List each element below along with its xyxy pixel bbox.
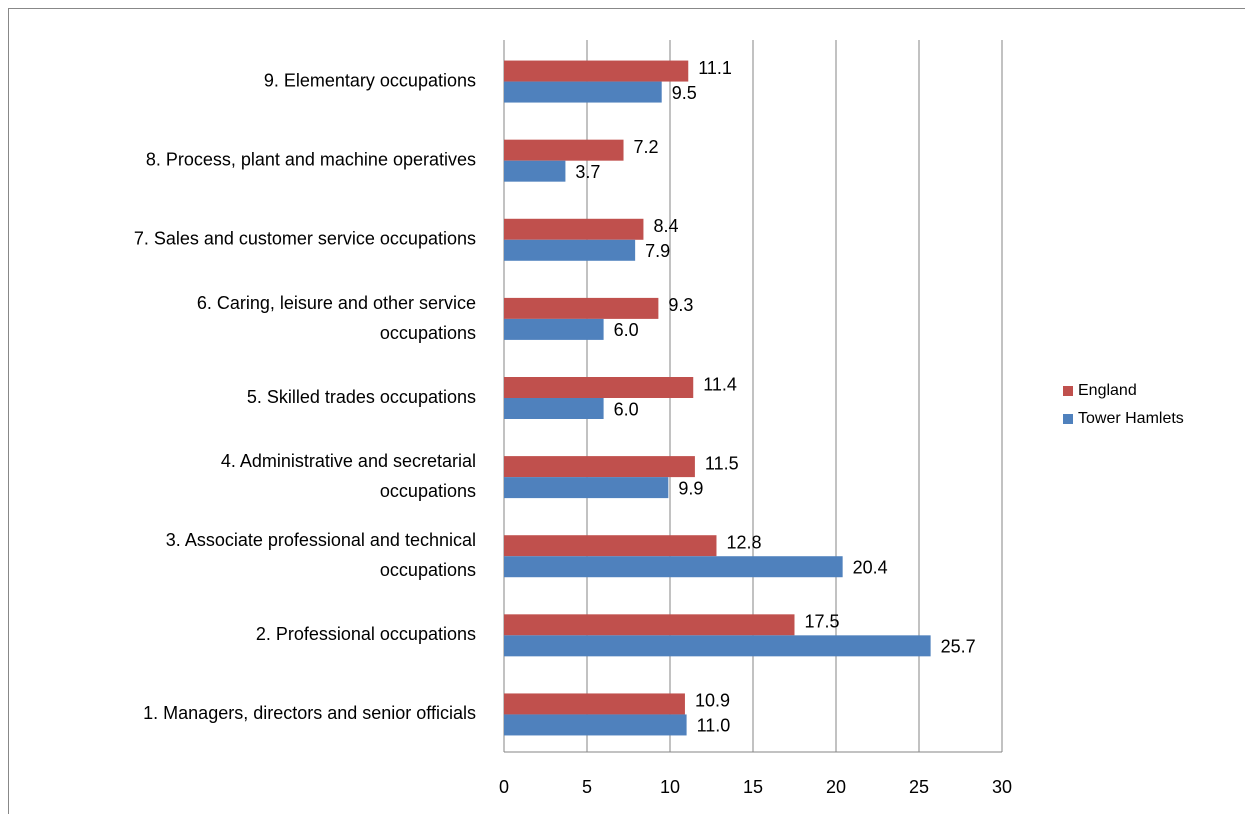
chart-border (8, 8, 1245, 814)
bar (504, 714, 687, 736)
y-tick-label: 4. Administrative and secretarial occupat… (221, 451, 476, 501)
bar (504, 377, 694, 398)
value-label: 6.0 (614, 399, 639, 419)
x-tick-label: 25 (909, 777, 929, 797)
value-label: 20.4 (853, 557, 888, 577)
value-label: 25.7 (941, 637, 976, 657)
bar (504, 81, 662, 103)
value-label: 11.0 (697, 716, 731, 736)
value-label: 7.2 (634, 137, 659, 157)
x-tick-label: 10 (660, 777, 680, 797)
y-tick-label: 8. Process, plant and machine operatives (146, 149, 476, 169)
bar (504, 556, 843, 578)
value-label: 9.3 (668, 295, 693, 315)
value-label: 17.5 (805, 612, 840, 632)
value-label: 8.4 (653, 216, 678, 236)
bar (504, 60, 689, 82)
y-tick-label: 9. Elementary occupations (264, 70, 476, 90)
bar (504, 297, 659, 319)
value-label: 11.1 (698, 58, 732, 78)
x-tick-label: 30 (992, 777, 1012, 797)
legend-swatch (1063, 386, 1073, 396)
bar (504, 535, 717, 557)
bar (504, 456, 695, 478)
x-tick-label: 15 (743, 777, 763, 797)
value-label: 11.5 (705, 453, 739, 473)
bar (504, 160, 566, 182)
legend-swatch (1063, 414, 1073, 424)
value-label: 7.9 (645, 241, 670, 261)
value-label: 12.8 (726, 532, 761, 552)
bar (504, 693, 685, 715)
bar (504, 477, 669, 499)
bar (504, 614, 795, 636)
value-label: 10.9 (695, 691, 730, 711)
bar (504, 635, 931, 657)
y-tick-label: 5. Skilled trades occupations (247, 387, 476, 407)
legend-label: England (1078, 382, 1137, 399)
bar (504, 239, 636, 261)
bar (504, 218, 644, 240)
value-label: 6.0 (614, 320, 639, 340)
value-label: 11.4 (703, 374, 737, 394)
value-label: 9.5 (672, 83, 697, 103)
value-label: 9.9 (678, 478, 703, 498)
y-tick-label: 1. Managers, directors and senior offici… (143, 703, 476, 723)
y-tick-label: 2. Professional occupations (256, 624, 476, 644)
bar (504, 139, 624, 161)
legend-label: Tower Hamlets (1078, 410, 1184, 427)
x-tick-label: 0 (499, 777, 509, 797)
x-tick-label: 20 (826, 777, 846, 797)
y-tick-label: 6. Caring, leisure and other service occu… (197, 293, 476, 343)
y-tick-label: 3. Associate professional and technical o… (166, 530, 476, 580)
bar (504, 398, 604, 419)
bar (504, 318, 604, 340)
x-tick-label: 5 (582, 777, 592, 797)
y-tick-label: 7. Sales and customer service occupation… (134, 229, 476, 249)
value-label: 3.7 (575, 162, 600, 182)
